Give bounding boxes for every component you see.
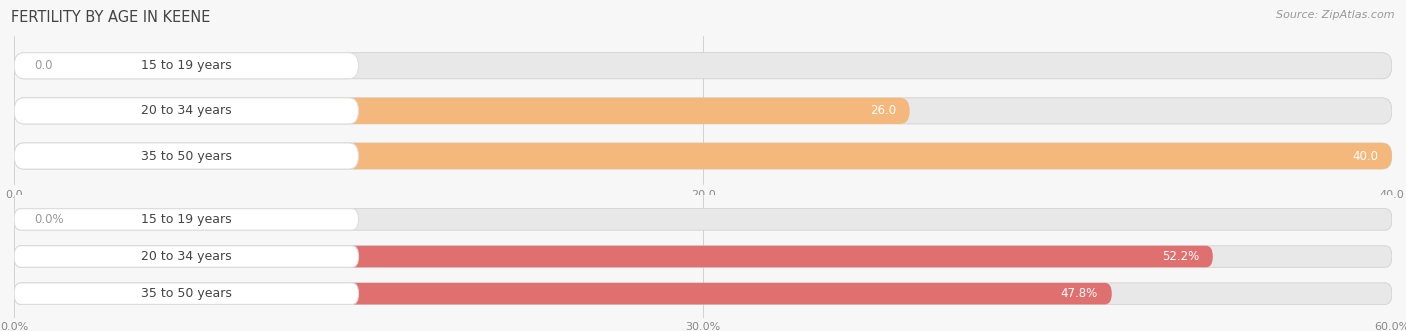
FancyBboxPatch shape bbox=[14, 246, 1213, 267]
FancyBboxPatch shape bbox=[14, 53, 359, 79]
Text: 47.8%: 47.8% bbox=[1060, 287, 1098, 300]
FancyBboxPatch shape bbox=[14, 143, 1392, 169]
FancyBboxPatch shape bbox=[14, 246, 1392, 267]
FancyBboxPatch shape bbox=[14, 98, 910, 124]
Text: 52.2%: 52.2% bbox=[1161, 250, 1199, 263]
FancyBboxPatch shape bbox=[14, 283, 1392, 305]
Text: 0.0: 0.0 bbox=[35, 59, 53, 72]
FancyBboxPatch shape bbox=[14, 98, 359, 124]
FancyBboxPatch shape bbox=[14, 246, 359, 267]
FancyBboxPatch shape bbox=[14, 283, 359, 305]
Text: 35 to 50 years: 35 to 50 years bbox=[141, 150, 232, 163]
Text: Source: ZipAtlas.com: Source: ZipAtlas.com bbox=[1277, 10, 1395, 20]
FancyBboxPatch shape bbox=[14, 209, 1392, 230]
FancyBboxPatch shape bbox=[14, 53, 1392, 79]
Text: 26.0: 26.0 bbox=[870, 104, 896, 118]
FancyBboxPatch shape bbox=[14, 143, 359, 169]
Text: FERTILITY BY AGE IN KEENE: FERTILITY BY AGE IN KEENE bbox=[11, 10, 211, 25]
Text: 15 to 19 years: 15 to 19 years bbox=[141, 59, 232, 72]
Text: 40.0: 40.0 bbox=[1353, 150, 1378, 163]
FancyBboxPatch shape bbox=[14, 98, 1392, 124]
Text: 20 to 34 years: 20 to 34 years bbox=[141, 250, 232, 263]
FancyBboxPatch shape bbox=[14, 283, 1112, 305]
Text: 0.0%: 0.0% bbox=[35, 213, 65, 226]
FancyBboxPatch shape bbox=[14, 209, 359, 230]
Text: 20 to 34 years: 20 to 34 years bbox=[141, 104, 232, 118]
Text: 15 to 19 years: 15 to 19 years bbox=[141, 213, 232, 226]
Text: 35 to 50 years: 35 to 50 years bbox=[141, 287, 232, 300]
FancyBboxPatch shape bbox=[14, 143, 1392, 169]
